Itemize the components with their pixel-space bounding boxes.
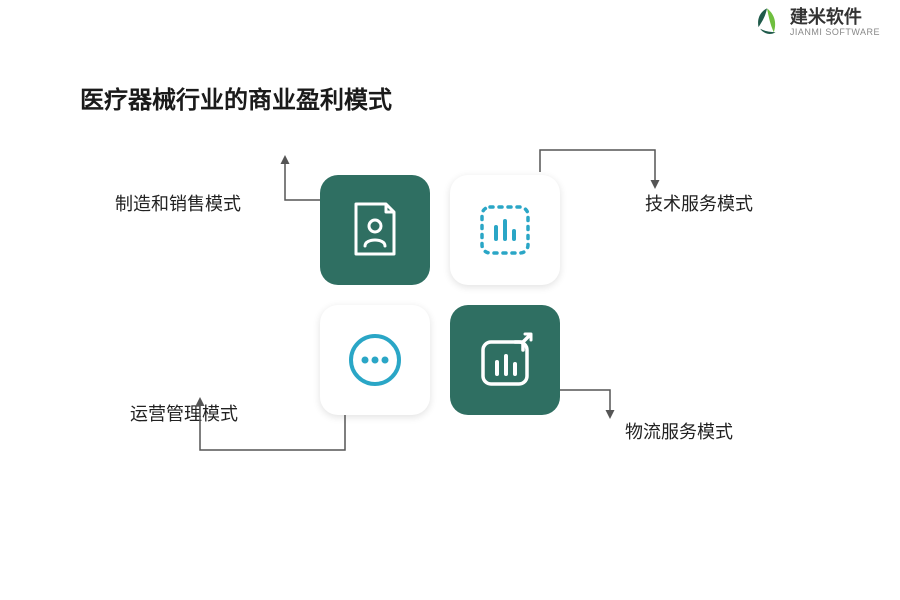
- card-tech-service: [450, 175, 560, 285]
- brand-logo-text: 建米软件 JIANMI SOFTWARE: [790, 8, 880, 37]
- card-logistics-service: [450, 305, 560, 415]
- label-manufacture-sales: 制造和销售模式: [115, 190, 241, 216]
- label-tech-service: 技术服务模式: [645, 190, 753, 216]
- label-logistics-service: 物流服务模式: [625, 418, 733, 444]
- person-document-icon: [348, 200, 402, 260]
- brand-logo-icon: [750, 5, 784, 39]
- brand-name-en: JIANMI SOFTWARE: [790, 28, 880, 37]
- page-title: 医疗器械行业的商业盈利模式: [80, 80, 392, 115]
- brand-name-cn: 建米软件: [790, 8, 880, 26]
- card-manufacture-sales: [320, 175, 430, 285]
- card-operation-mgmt: [320, 305, 430, 415]
- label-operation-mgmt: 运营管理模式: [130, 400, 238, 426]
- ellipsis-circle-icon: [345, 330, 405, 390]
- bar-chart-arrow-icon: [475, 330, 535, 390]
- bar-chart-box-icon: [476, 201, 534, 259]
- brand-logo: 建米软件 JIANMI SOFTWARE: [750, 5, 880, 39]
